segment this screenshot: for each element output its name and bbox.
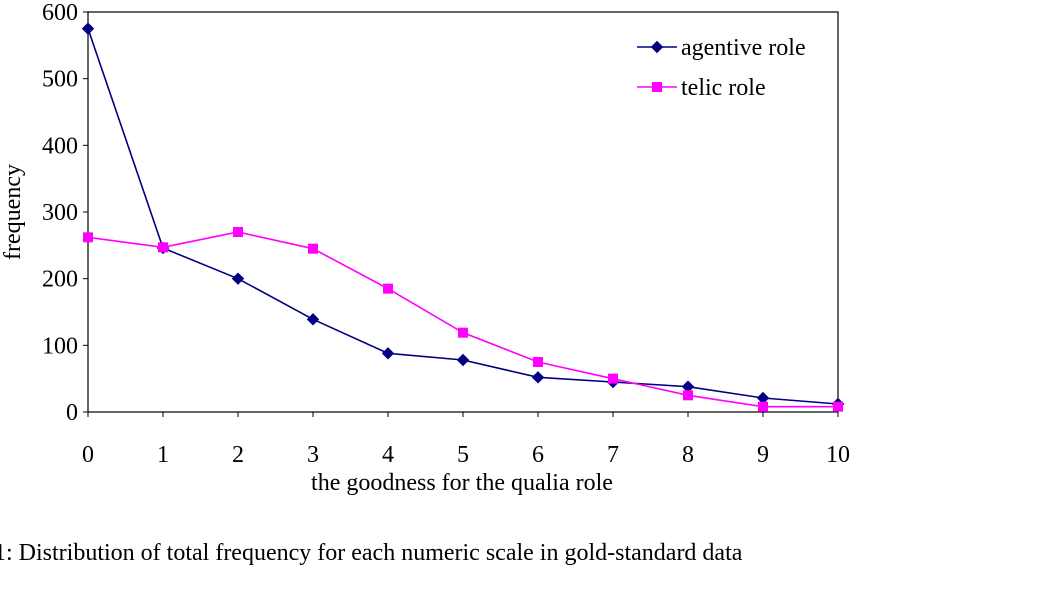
plot-area bbox=[87, 11, 839, 413]
legend: agentive role telic role bbox=[637, 35, 806, 101]
data-point bbox=[608, 373, 618, 384]
x-tick-label: 0 bbox=[82, 442, 94, 468]
x-tick-label: 4 bbox=[382, 442, 394, 468]
legend-marker bbox=[652, 82, 662, 92]
data-point bbox=[83, 232, 93, 243]
y-tick-label: 200 bbox=[42, 267, 78, 293]
data-point bbox=[458, 327, 468, 338]
x-axis: 0 1 2 3 4 5 6 7 8 9 10 bbox=[82, 412, 850, 468]
y-tick-label: 300 bbox=[42, 200, 78, 226]
x-tick-label: 5 bbox=[457, 442, 469, 468]
y-tick-label: 400 bbox=[42, 133, 78, 159]
y-axis-label: frequency bbox=[0, 164, 26, 260]
series-layer bbox=[81, 22, 845, 412]
x-tick-label: 1 bbox=[157, 442, 169, 468]
plot-frame bbox=[87, 11, 839, 413]
y-tick-label: 0 bbox=[66, 400, 78, 426]
data-point bbox=[231, 272, 245, 285]
data-point bbox=[381, 347, 395, 360]
data-point bbox=[531, 371, 545, 384]
data-point bbox=[533, 357, 543, 367]
data-point bbox=[833, 401, 843, 412]
data-point bbox=[383, 283, 393, 294]
x-axis-label: the goodness for the qualia role bbox=[311, 470, 613, 496]
data-point bbox=[81, 22, 95, 35]
legend-label: telic role bbox=[681, 75, 766, 101]
series-telic bbox=[83, 227, 843, 412]
y-tick-label: 100 bbox=[42, 333, 78, 359]
x-tick-label: 10 bbox=[826, 442, 850, 468]
y-tick-label: 500 bbox=[42, 67, 78, 93]
figure-caption: 1: Distribution of total frequency for e… bbox=[0, 540, 743, 566]
x-tick-label: 9 bbox=[757, 442, 769, 468]
data-point bbox=[233, 227, 243, 237]
legend-label: agentive role bbox=[681, 35, 806, 61]
y-tick-label: 600 bbox=[42, 0, 78, 26]
x-tick-label: 7 bbox=[607, 442, 619, 468]
data-point bbox=[683, 390, 693, 401]
data-point bbox=[306, 313, 320, 326]
data-point bbox=[758, 401, 768, 412]
x-tick-label: 2 bbox=[232, 442, 244, 468]
data-point bbox=[158, 242, 168, 253]
series-line bbox=[87, 231, 838, 408]
legend-marker bbox=[650, 40, 664, 54]
data-point bbox=[308, 243, 318, 254]
x-tick-label: 6 bbox=[532, 442, 544, 468]
y-axis: 0 100 200 300 400 500 600 bbox=[42, 0, 88, 426]
x-tick-label: 8 bbox=[682, 442, 694, 468]
x-tick-label: 3 bbox=[307, 442, 319, 468]
data-point bbox=[456, 353, 470, 367]
